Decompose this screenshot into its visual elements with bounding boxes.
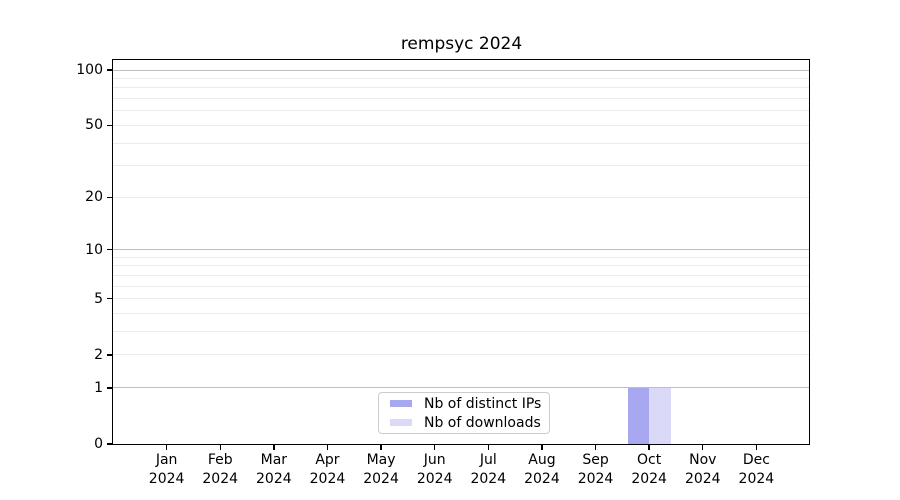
x-tick-mark [702,444,704,450]
x-tick-mark [273,444,275,450]
bar-nb-of-distinct-ips-oct [627,387,650,444]
x-tick-mark [594,444,597,450]
bar-nb-of-downloads-oct [649,387,671,444]
x-tick-mark [755,444,758,450]
legend-entry-distinct-ips: Nb of distinct IPs [390,395,542,412]
x-tick-label: Nov 2024 [684,452,721,487]
y-tick-label: 1 [94,379,103,396]
y-tick-label: 10 [85,241,103,258]
y-gridline-minor [113,331,810,333]
y-gridline-minor [113,274,810,276]
y-gridline-minor [113,298,810,300]
y-tick-mark [106,387,113,389]
y-gridline-minor [113,142,810,144]
x-tick-label: Jul 2024 [470,452,507,487]
y-gridline-minor [113,196,810,198]
y-gridline-minor [113,77,810,79]
x-tick-mark [219,444,221,450]
chart-title: rempsyc 2024 [400,34,523,54]
x-tick-label: Jan 2024 [148,452,185,487]
y-tick-mark [106,69,113,71]
legend-swatch-distinct-ips [390,399,412,408]
y-tick-mark [106,354,113,356]
x-tick-mark [326,444,329,450]
x-tick-mark [380,444,382,450]
x-tick-mark [648,444,650,450]
y-tick-mark [106,196,113,198]
legend-entry-downloads: Nb of downloads [390,414,541,431]
x-tick-mark [541,444,543,450]
y-gridline-minor [113,265,810,267]
y-tick-label: 50 [85,117,103,134]
y-gridline-minor [113,256,810,258]
x-tick-label: Mar 2024 [256,452,292,487]
x-tick-label: Feb 2024 [202,452,239,487]
y-gridline-major [113,69,810,71]
x-tick-label: Oct 2024 [631,452,667,487]
y-gridline-minor [113,165,810,167]
y-tick-label: 2 [94,346,103,363]
y-tick-mark [106,248,113,251]
x-tick-mark [487,444,489,450]
y-gridline-minor [113,98,810,100]
y-tick-mark [106,443,113,445]
x-tick-label: Aug 2024 [524,452,560,487]
y-tick-label: 0 [94,436,103,452]
y-tick-label: 5 [94,290,103,307]
y-gridline-minor [113,285,810,287]
y-gridline-major [113,249,810,251]
y-tick-mark [106,124,113,127]
x-tick-label: Dec 2024 [738,452,775,487]
y-gridline-minor [113,313,810,315]
y-gridline-minor [113,354,810,356]
y-gridline-minor [113,110,810,112]
y-tick-label: 20 [85,189,103,206]
legend-swatch-downloads [390,418,412,427]
x-tick-label: May 2024 [363,452,399,487]
x-tick-mark [165,444,168,450]
x-tick-mark [433,444,436,450]
y-gridline-minor [113,124,810,126]
y-tick-mark [106,298,113,300]
x-tick-label: Jun 2024 [416,452,453,487]
legend: Nb of distinct IPs Nb of downloads [378,392,550,434]
legend-label-downloads: Nb of downloads [424,414,541,431]
y-gridline-major [113,387,810,389]
y-gridline-minor [113,87,810,89]
x-tick-label: Apr 2024 [309,452,346,487]
legend-label-distinct-ips: Nb of distinct IPs [424,395,542,412]
y-tick-label: 100 [76,62,103,79]
x-tick-label: Sep 2024 [577,452,614,487]
